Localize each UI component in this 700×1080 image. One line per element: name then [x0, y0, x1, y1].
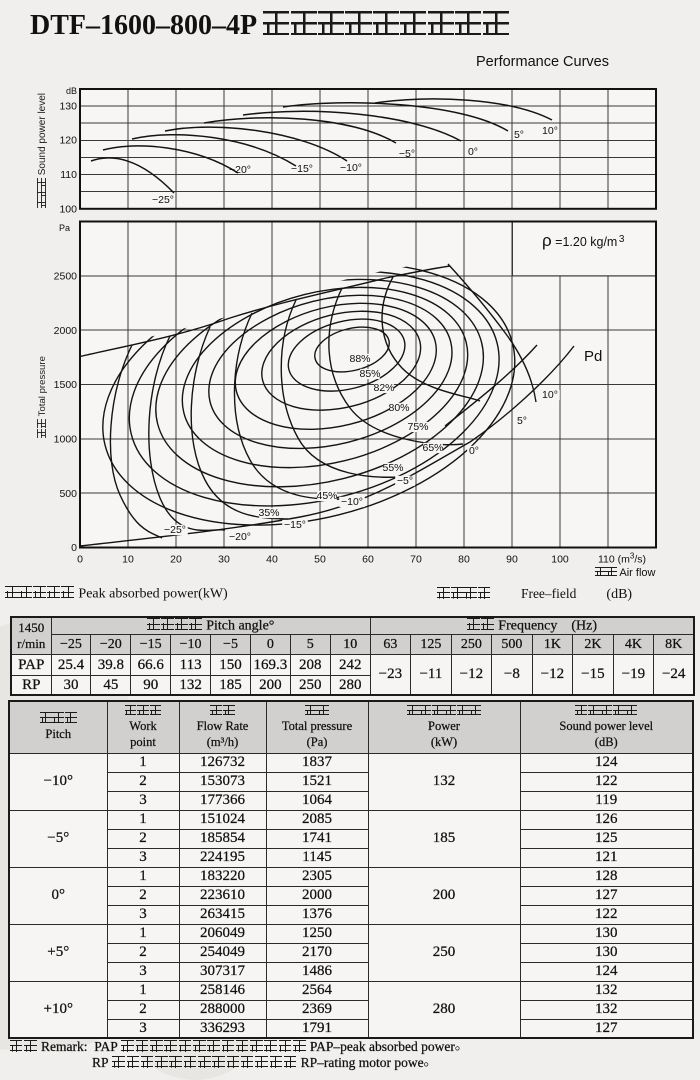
- svg-text:10°: 10°: [542, 389, 558, 401]
- svg-text:88%: 88%: [349, 353, 370, 365]
- svg-text:10: 10: [122, 554, 134, 566]
- svg-text:40: 40: [266, 554, 278, 566]
- svg-text:0°: 0°: [468, 146, 478, 158]
- svg-text:50: 50: [314, 554, 326, 566]
- svg-text:5°: 5°: [514, 129, 524, 141]
- svg-text:0°: 0°: [469, 445, 479, 457]
- svg-text:−25°: −25°: [152, 194, 174, 206]
- svg-text:2500: 2500: [54, 270, 78, 282]
- svg-text:0: 0: [71, 542, 77, 554]
- svg-text:1500: 1500: [54, 379, 78, 391]
- svg-text:90: 90: [506, 554, 518, 566]
- svg-text:−20°: −20°: [229, 531, 251, 543]
- svg-text:0: 0: [77, 554, 83, 566]
- svg-text:−5°: −5°: [397, 475, 413, 487]
- svg-text:100: 100: [59, 203, 77, 215]
- svg-text:100: 100: [551, 554, 569, 566]
- svg-text:110 (m3/s): 110 (m3/s): [598, 552, 646, 566]
- svg-text:Pa: Pa: [59, 223, 70, 233]
- svg-text:80: 80: [458, 554, 470, 566]
- svg-text:70: 70: [410, 554, 422, 566]
- svg-text:35%: 35%: [258, 507, 279, 519]
- svg-text:20: 20: [170, 554, 182, 566]
- svg-text:85%: 85%: [359, 368, 380, 380]
- svg-text:120: 120: [59, 135, 77, 147]
- svg-text:−10°: −10°: [341, 496, 363, 508]
- svg-text:−20°: −20°: [229, 164, 251, 176]
- svg-text:−15°: −15°: [291, 163, 313, 175]
- svg-text:−5°: −5°: [399, 148, 415, 160]
- svg-text:5°: 5°: [517, 415, 527, 427]
- svg-text:10°: 10°: [542, 125, 558, 137]
- svg-text:2000: 2000: [54, 325, 78, 337]
- svg-text:130: 130: [59, 100, 77, 112]
- svg-text:Pd: Pd: [584, 348, 602, 365]
- svg-text:55%: 55%: [382, 462, 403, 474]
- svg-text:500: 500: [59, 488, 77, 500]
- svg-text:45%: 45%: [316, 490, 337, 502]
- svg-text:82%: 82%: [373, 382, 394, 394]
- svg-text:75%: 75%: [407, 421, 428, 433]
- svg-text:30: 30: [218, 554, 230, 566]
- svg-text:−15°: −15°: [284, 519, 306, 531]
- svg-text:−25°: −25°: [164, 524, 186, 536]
- svg-text:65%: 65%: [422, 442, 443, 454]
- svg-text:110: 110: [60, 169, 77, 181]
- svg-text:60: 60: [362, 554, 374, 566]
- svg-text:−10°: −10°: [340, 162, 362, 174]
- svg-text:80%: 80%: [388, 402, 409, 414]
- svg-text:dB: dB: [66, 86, 77, 96]
- svg-text:1000: 1000: [54, 433, 78, 445]
